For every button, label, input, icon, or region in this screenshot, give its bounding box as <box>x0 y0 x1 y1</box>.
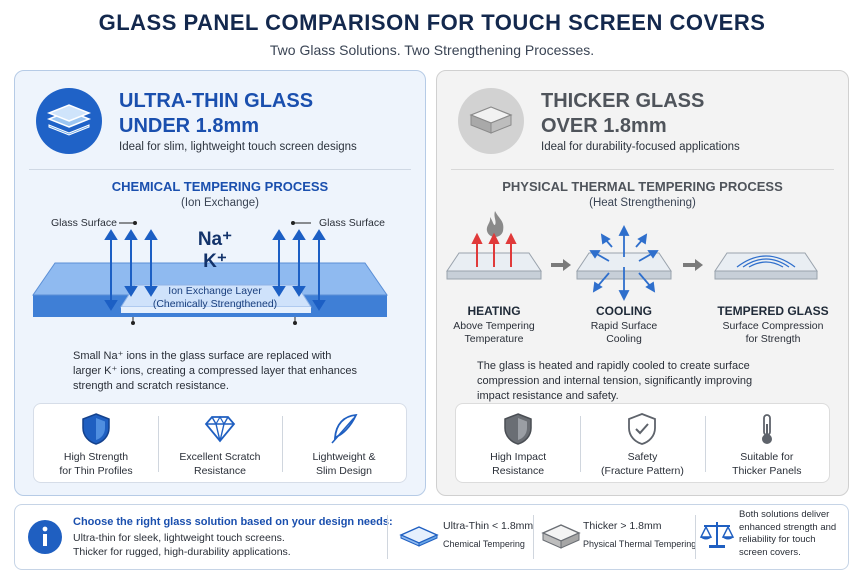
left-paragraph-line: Small Na⁺ ions in the glass surface are … <box>73 350 332 362</box>
feature-label: High Impact <box>490 451 547 463</box>
thicker-glass-panel: THICKER GLASS OVER 1.8mm Ideal for durab… <box>436 70 849 496</box>
step-line: Surface Compression <box>722 320 824 332</box>
summary-bar: Choose the right glass solution based on… <box>14 504 849 570</box>
feature-label: Lightweight & <box>312 451 376 463</box>
feature-divider <box>157 416 159 472</box>
feature-sublabel: for Thin Profiles <box>59 465 133 477</box>
right-process-title: PHYSICAL THERMAL TEMPERING PROCESS <box>502 179 783 194</box>
page-title: GLASS PANEL COMPARISON FOR TOUCH SCREEN … <box>98 10 766 35</box>
summary-line1: Ultra-thin for sleek, lightweight touch … <box>73 532 285 544</box>
balance-scale-icon <box>699 522 735 548</box>
thick-glass-icon <box>541 524 581 549</box>
step-title: COOLING <box>596 304 652 318</box>
summary-note-line: screen covers. <box>739 546 801 558</box>
right-title-line2: OVER 1.8mm <box>541 115 667 137</box>
feature-divider <box>580 416 582 472</box>
glass-surface-label-right: Glass Surface <box>319 217 385 229</box>
option-thicker-sub: Physical Thermal Tempering <box>583 539 697 549</box>
left-title-line1: ULTRA-THIN GLASS <box>119 90 314 112</box>
feature-sublabel: (Fracture Pattern) <box>601 465 684 477</box>
left-description: Ideal for slim, lightweight touch screen… <box>119 141 357 153</box>
right-features: High Impact Resistance Safety (Fracture Pa… <box>455 403 830 483</box>
summary-note: Both solutions deliver enhanced strength… <box>739 509 836 559</box>
left-process-title: CHEMICAL TEMPERING PROCESS <box>111 179 329 194</box>
right-separator <box>451 169 834 170</box>
safety-shield-icon <box>628 413 657 445</box>
right-process-subtitle: (Heat Strengthening) <box>589 197 696 209</box>
option-thicker: Thicker > 1.8mm <box>583 520 662 532</box>
feature-divider <box>704 416 706 472</box>
feature-label: High Strength <box>63 451 129 463</box>
feature-label: Suitable for <box>740 451 794 463</box>
shield-icon <box>82 413 110 445</box>
option-ultra-thin-sub: Chemical Tempering <box>443 539 525 549</box>
na-ion-label: Na⁺ <box>197 229 233 250</box>
feature-divider <box>281 416 283 472</box>
left-paragraph: Small Na⁺ ions in the glass surface are … <box>73 349 357 394</box>
summary-line2: Thicker for rugged, high-durability appl… <box>73 546 291 558</box>
right-title-line1: THICKER GLASS <box>541 90 705 112</box>
flame-icon <box>486 211 504 237</box>
step-line: Temperature <box>464 333 524 345</box>
step-title: TEMPERED GLASS <box>717 304 829 318</box>
summary-note-line: enhanced strength and <box>739 521 837 533</box>
summary-note-line: reliability for touch <box>739 534 816 545</box>
step-line: for Strength <box>745 333 801 345</box>
k-ion-label: K⁺ <box>203 251 227 272</box>
ultra-thin-panel: ULTRA-THIN GLASS UNDER 1.8mm Ideal for s… <box>14 70 426 496</box>
step-line: Cooling <box>606 333 642 345</box>
step-cooling: COOLING Rapid Surface Cooling <box>569 305 679 346</box>
feature-label: Safety <box>627 451 658 463</box>
right-description: Ideal for durability-focused application… <box>541 141 740 153</box>
info-icon <box>28 520 62 554</box>
left-process-subtitle: (Ion Exchange) <box>181 197 259 209</box>
right-paragraph: The glass is heated and rapidly cooled t… <box>477 359 752 404</box>
feature-sublabel: Slim Design <box>315 465 372 477</box>
left-paragraph-line: larger K⁺ ions, creating a compressed la… <box>73 365 358 377</box>
right-paragraph-line: compression and internal tension, signif… <box>477 375 753 387</box>
right-paragraph-line: impact resistance and safety. <box>477 390 619 402</box>
feature-label: Excellent Scratch <box>179 451 261 463</box>
step-line: Above Tempering <box>453 320 535 332</box>
summary-divider <box>695 515 696 559</box>
ion-layer-sublabel: (Chemically Strengthened) <box>152 298 278 310</box>
feature-sublabel: Resistance <box>194 465 246 477</box>
feather-icon <box>331 413 358 444</box>
step-tempered: TEMPERED GLASS Surface Compression for S… <box>713 305 833 346</box>
summary-divider <box>387 515 388 559</box>
thermal-tempering-diagram <box>446 211 818 302</box>
left-separator <box>29 169 411 170</box>
glass-layers-icon <box>35 87 103 155</box>
left-title-line2: UNDER 1.8mm <box>119 115 260 137</box>
left-paragraph-line: strength and scratch resistance. <box>73 380 229 392</box>
left-features: High Strength for Thin Profiles Excellent… <box>33 403 407 483</box>
ion-layer-label: Ion Exchange Layer <box>168 285 262 297</box>
summary-divider <box>533 515 534 559</box>
step-heating: HEATING Above Tempering Temperature <box>439 305 549 346</box>
summary-headline: Choose the right glass solution based on… <box>73 516 393 528</box>
feature-sublabel: Thicker Panels <box>732 465 802 477</box>
diamond-icon <box>204 415 236 443</box>
right-paragraph-line: The glass is heated and rapidly cooled t… <box>477 360 750 372</box>
option-ultra-thin: Ultra-Thin < 1.8mm <box>443 520 534 532</box>
feature-sublabel: Resistance <box>492 465 545 477</box>
glass-surface-label-left: Glass Surface <box>51 217 117 229</box>
page-subtitle: Two Glass Solutions. Two Strengthening P… <box>269 42 595 58</box>
thin-glass-icon <box>399 526 439 547</box>
summary-note-line: Both solutions deliver <box>739 509 830 520</box>
step-title: HEATING <box>467 304 521 318</box>
thermometer-icon <box>761 414 772 444</box>
shield-check-icon <box>504 413 532 445</box>
ion-exchange-diagram <box>32 221 388 325</box>
step-line: Rapid Surface <box>590 320 658 332</box>
glass-stack-icon <box>457 87 525 155</box>
